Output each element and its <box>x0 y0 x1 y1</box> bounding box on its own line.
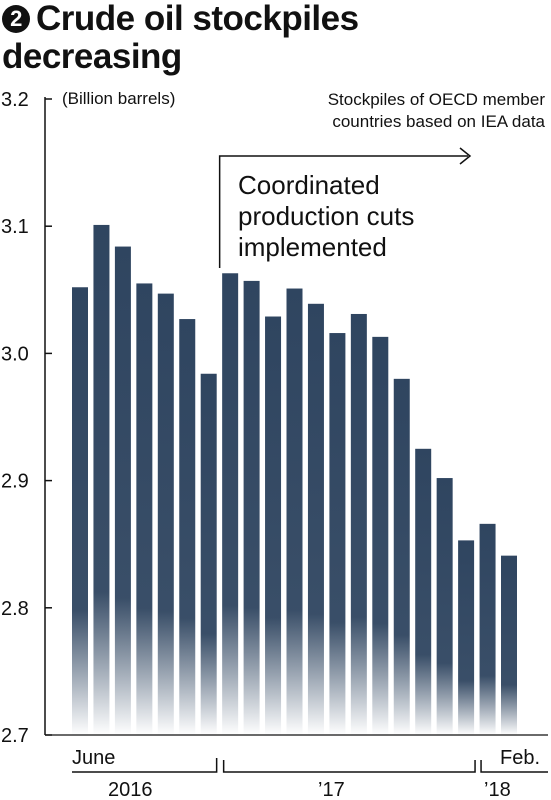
annotation-line-1: Coordinated <box>238 170 380 200</box>
bars-group <box>72 224 517 736</box>
year-label-2018: ’18 <box>484 779 511 800</box>
y-tick-label: 3.0 <box>1 343 29 365</box>
axes-group: 3.2 3.1 3.0 2.9 2.8 2.7 June Feb. 2016 ’17 ’18 <box>1 89 548 800</box>
y-tick-label: 3.2 <box>1 89 29 111</box>
bar <box>350 313 367 735</box>
bar <box>307 303 324 735</box>
bar <box>372 336 389 735</box>
title-line-1: Crude oil stockpiles <box>36 0 359 38</box>
bar <box>329 333 346 735</box>
annotation-arrow-line <box>218 155 468 268</box>
bar <box>458 540 475 735</box>
year-label-2017: ’17 <box>318 779 345 800</box>
bar <box>265 316 282 735</box>
year-label-2016: 2016 <box>108 779 153 800</box>
source-note-line-2: countries based on IEA data <box>332 112 545 131</box>
bar <box>136 283 153 735</box>
number-badge: 2 <box>2 5 30 33</box>
bar <box>72 287 88 735</box>
source-note: Stockpiles of OECD member countries base… <box>328 89 545 133</box>
annotation-line-3: implemented <box>238 232 387 262</box>
y-tick-label: 2.7 <box>1 725 29 747</box>
year-bracket-2018 <box>480 760 548 773</box>
title-line-2: decreasing <box>2 37 182 76</box>
bar <box>501 555 517 735</box>
y-tick-label: 2.9 <box>1 471 29 493</box>
bar <box>93 224 110 736</box>
bar <box>479 523 496 735</box>
x-label-last-month: Feb. <box>500 747 540 769</box>
bar <box>243 280 260 735</box>
y-tick-label: 2.8 <box>1 598 29 620</box>
bar <box>157 293 174 735</box>
bar <box>222 273 239 735</box>
bar <box>200 373 217 735</box>
bar <box>415 448 432 735</box>
source-note-line-1: Stockpiles of OECD member <box>327 90 545 109</box>
annotation-arrow-head <box>459 147 472 165</box>
bar <box>393 378 410 735</box>
unit-label: (Billion barrels) <box>62 89 176 108</box>
y-tick-label: 3.1 <box>1 216 29 238</box>
annotation-text: Coordinated production cuts implemented <box>238 170 414 263</box>
bar <box>286 288 303 735</box>
bar <box>436 478 453 735</box>
year-bracket-2017 <box>222 760 476 773</box>
annotation-line-2: production cuts <box>238 201 415 231</box>
x-label-first-month: June <box>72 747 115 769</box>
bar <box>114 246 131 735</box>
chart-title: 2 Crude oil stockpiles decreasing <box>2 0 359 76</box>
bar <box>179 319 196 735</box>
year-bracket-2016 <box>72 758 218 773</box>
